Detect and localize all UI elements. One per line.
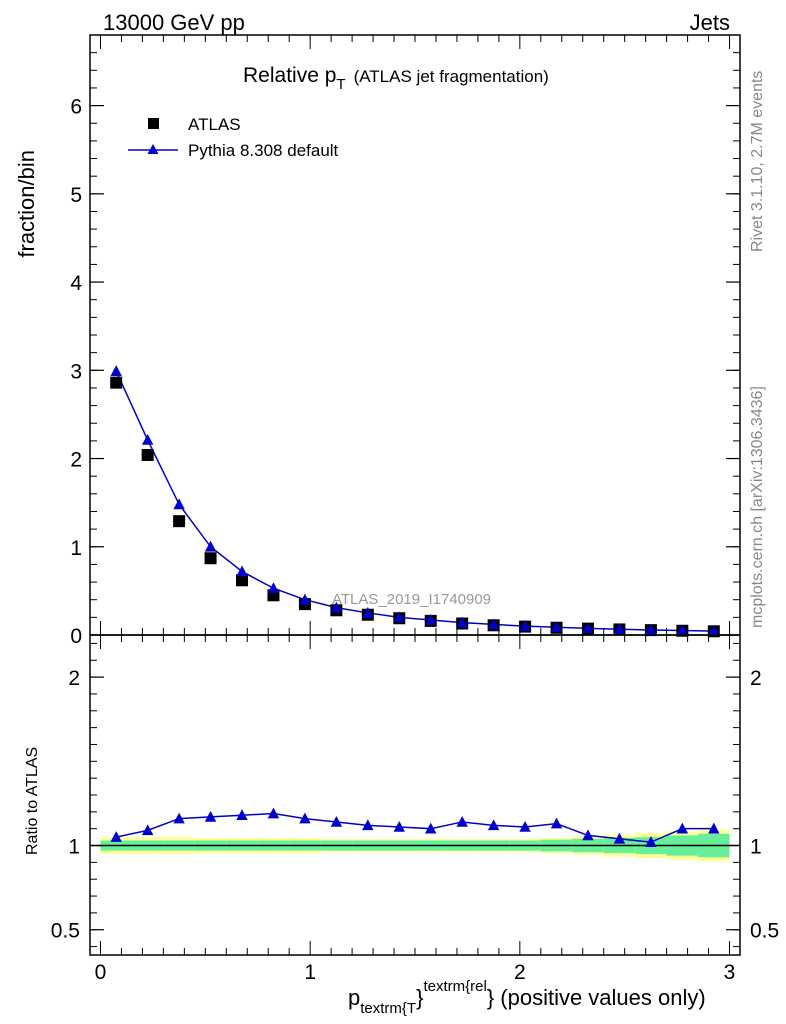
ratio-pythia-point — [110, 831, 122, 842]
legend-label-atlas: ATLAS — [188, 115, 241, 134]
atlas-data-point — [110, 376, 123, 389]
main-data-layer — [110, 365, 720, 638]
main-y-tick-label: 6 — [70, 96, 82, 119]
x-axis-label-sup: textrm{rel — [423, 978, 486, 995]
pythia-data-point — [173, 498, 185, 510]
ratio-pythia-curve — [116, 812, 714, 843]
x-tick-label: 0 — [95, 961, 107, 984]
ratio-pythia-point — [267, 807, 280, 819]
ratio-plot-panel: 0.5 0.5 1 1 2 2 0 1 2 3 Ratio to ATLAS ptextrm{T… — [24, 634, 779, 1017]
pythia-data-point — [362, 606, 374, 618]
pythia-data-point — [645, 624, 657, 635]
x-tick-label: 3 — [724, 961, 736, 984]
ratio-pythia-point — [519, 821, 531, 832]
chart-title-rest: (ATLAS jet fragmentation) — [354, 67, 549, 86]
ratio-data-layer — [90, 807, 740, 847]
x-tick-label: 2 — [514, 961, 526, 984]
ratio-y-axis: 0.5 0.5 1 1 2 2 — [51, 642, 779, 948]
pythia-data-point — [487, 618, 500, 630]
ratio-y-tick-label: 2 — [68, 667, 80, 690]
pythia-data-point — [141, 434, 154, 445]
main-y-axis: 0 1 2 3 4 5 6 — [70, 34, 740, 648]
ratio-pythia-point — [550, 817, 563, 829]
pythia-data-point — [204, 540, 217, 552]
ratio-y-tick-label-right: 1 — [750, 836, 762, 859]
main-y-tick-label: 0 — [70, 625, 82, 648]
chart-title-main: Relative p — [243, 64, 336, 87]
ratio-y-tick-label: 1 — [68, 836, 80, 859]
main-y-axis-label: fraction/bin — [14, 150, 39, 258]
pythia-data-point — [456, 616, 468, 628]
ratio-x-axis: 0 1 2 3 — [95, 635, 736, 984]
ratio-plot-frame — [89, 634, 741, 956]
pythia-data-point — [550, 621, 563, 633]
pythia-data-point — [330, 601, 343, 613]
x-axis-label: ptextrm{T}textrm{rel} (positive values o… — [348, 978, 706, 1017]
ratio-y-tick-label-right: 0.5 — [750, 920, 779, 943]
svg-text:Relative pT(ATLAS jet fragment: Relative pT (ATLAS jet fragmentation) — [243, 64, 549, 93]
pythia-data-point — [267, 582, 280, 594]
ratio-pythia-point — [425, 822, 437, 834]
ratio-y-tick-label: 0.5 — [51, 920, 80, 943]
ratio-pythia-point — [204, 810, 217, 822]
x-axis-label-brace: } — [416, 985, 423, 1010]
pythia-data-point — [393, 611, 405, 623]
atlas-data-point — [236, 574, 249, 587]
main-y-tick-label: 4 — [70, 272, 82, 295]
pythia-data-point — [299, 593, 311, 605]
ratio-pythia-point — [141, 824, 154, 836]
pythia-data-point — [425, 614, 437, 625]
legend: ATLAS Pythia 8.308 default — [128, 115, 339, 160]
atlas-data-point — [141, 449, 154, 461]
pythia-data-point — [582, 622, 594, 634]
ratio-pythia-point — [645, 836, 657, 847]
pythia-data-point — [519, 620, 531, 631]
ratio-pythia-point — [676, 822, 689, 834]
main-y-tick-label: 2 — [70, 449, 82, 472]
ratio-pythia-point — [393, 821, 405, 832]
ratio-pythia-point — [708, 822, 720, 834]
x-axis-label-sub: textrm{T — [360, 1000, 416, 1017]
ratio-pythia-point — [487, 819, 500, 831]
ratio-pythia-point — [613, 832, 626, 844]
ratio-pythia-point — [236, 809, 248, 821]
mcplots-label: mcplots.cern.ch [arXiv:1306.3436] — [749, 386, 766, 628]
pythia-data-point — [676, 624, 689, 636]
main-y-tick-label: 1 — [70, 537, 82, 560]
header-left-label: 13000 GeV pp — [103, 10, 245, 35]
ratio-y-tick-label-right: 2 — [750, 667, 762, 690]
x-axis-label-main: p — [348, 985, 360, 1010]
pythia-data-point — [613, 623, 626, 635]
pythia-data-point — [236, 565, 248, 577]
chart-title-sub: T — [336, 76, 345, 93]
atlas-data-point — [204, 552, 217, 565]
main-y-tick-label: 3 — [70, 360, 82, 383]
ratio-pythia-point — [582, 829, 594, 841]
ratio-pythia-point — [299, 812, 311, 824]
ratio-pythia-point — [362, 819, 374, 831]
header-right-label: Jets — [690, 10, 730, 35]
legend-label-pythia: Pythia 8.308 default — [188, 141, 339, 160]
ratio-pythia-point — [173, 812, 185, 824]
legend-marker-pythia — [147, 144, 159, 154]
ratio-pythia-point — [330, 815, 343, 827]
main-y-tick-label: 5 — [70, 184, 82, 207]
rivet-label: Rivet 3.1.10, 2.7M events — [749, 71, 766, 252]
atlas-data-point — [173, 515, 186, 528]
chart-title: Relative pT (ATLAS jet fragmentation) — [243, 64, 549, 93]
pythia-data-point — [110, 365, 122, 376]
x-tick-label: 1 — [304, 961, 316, 984]
watermark-label: ATLAS_2019_I1740909 — [332, 591, 491, 608]
legend-marker-atlas — [148, 118, 159, 129]
x-axis-label-rest: } (positive values only) — [487, 985, 706, 1010]
main-plot-panel: 0 1 2 3 4 5 6 fraction/bin Relative pT (ATLAS j… — [14, 34, 741, 648]
ratio-y-axis-label: Ratio to ATLAS — [24, 747, 41, 855]
ratio-pythia-point — [456, 815, 468, 827]
pythia-data-point — [708, 625, 720, 636]
